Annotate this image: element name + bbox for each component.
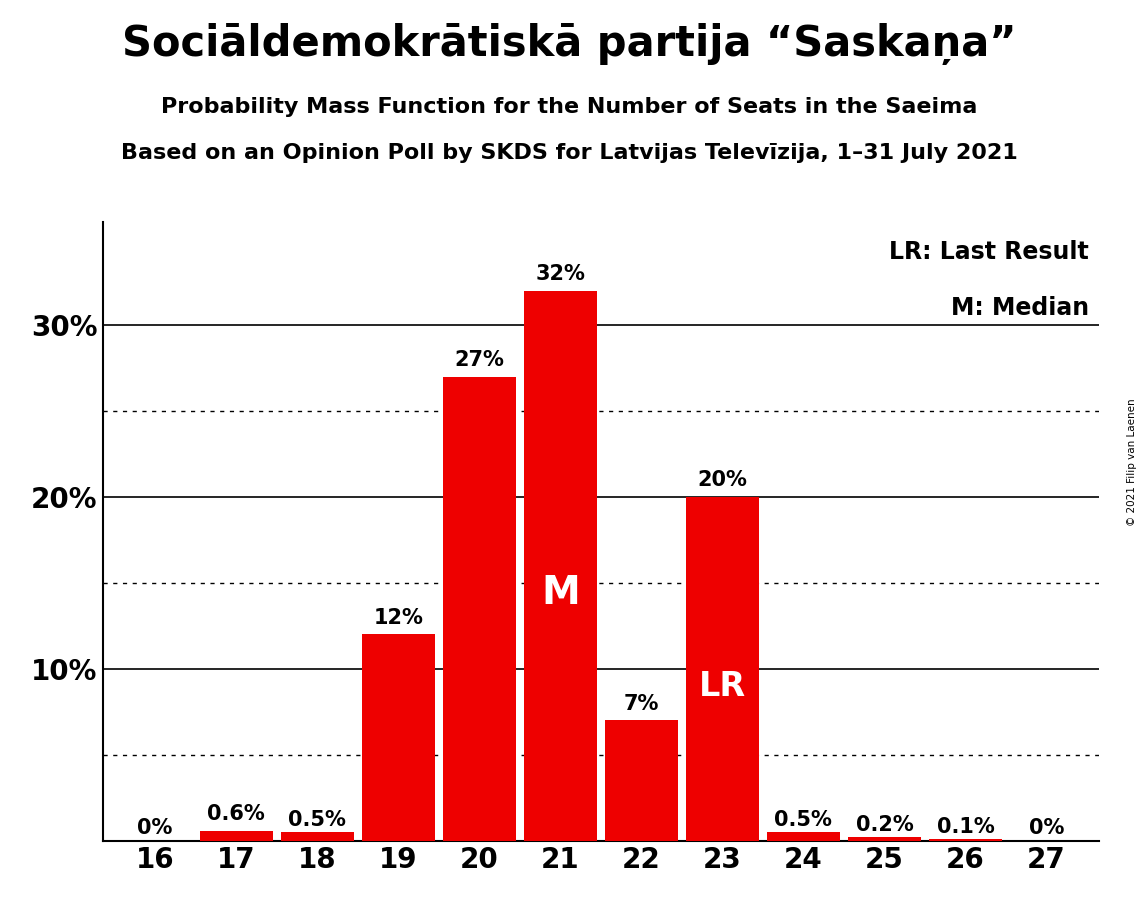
Text: 0.1%: 0.1% xyxy=(936,817,994,836)
Text: © 2021 Filip van Laenen: © 2021 Filip van Laenen xyxy=(1126,398,1137,526)
Text: 0.5%: 0.5% xyxy=(775,809,833,830)
Bar xyxy=(281,833,354,841)
Bar xyxy=(605,721,678,841)
Text: M: M xyxy=(541,574,580,613)
Text: LR: Last Result: LR: Last Result xyxy=(890,240,1089,264)
Bar xyxy=(686,497,759,841)
Text: 7%: 7% xyxy=(624,694,659,713)
Text: 0%: 0% xyxy=(1029,819,1064,838)
Bar xyxy=(767,833,839,841)
Text: 32%: 32% xyxy=(535,263,585,284)
Text: Sociāldemokrātiskā partija “Saskaņa”: Sociāldemokrātiskā partija “Saskaņa” xyxy=(122,23,1017,65)
Bar xyxy=(929,839,1002,841)
Bar xyxy=(362,635,435,841)
Bar xyxy=(443,377,516,841)
Text: 20%: 20% xyxy=(697,470,747,490)
Text: 0%: 0% xyxy=(138,819,173,838)
Text: Based on an Opinion Poll by SKDS for Latvijas Televīzija, 1–31 July 2021: Based on an Opinion Poll by SKDS for Lat… xyxy=(121,143,1018,164)
Text: 0.2%: 0.2% xyxy=(855,815,913,834)
Bar xyxy=(199,831,272,841)
Text: Probability Mass Function for the Number of Seats in the Saeima: Probability Mass Function for the Number… xyxy=(162,97,977,117)
Bar xyxy=(847,837,920,841)
Text: 0.5%: 0.5% xyxy=(288,809,346,830)
Text: 27%: 27% xyxy=(454,349,505,370)
Text: LR: LR xyxy=(699,670,746,702)
Text: 0.6%: 0.6% xyxy=(207,804,265,823)
Bar xyxy=(524,290,597,841)
Text: 12%: 12% xyxy=(374,608,424,627)
Text: M: Median: M: Median xyxy=(951,296,1089,320)
